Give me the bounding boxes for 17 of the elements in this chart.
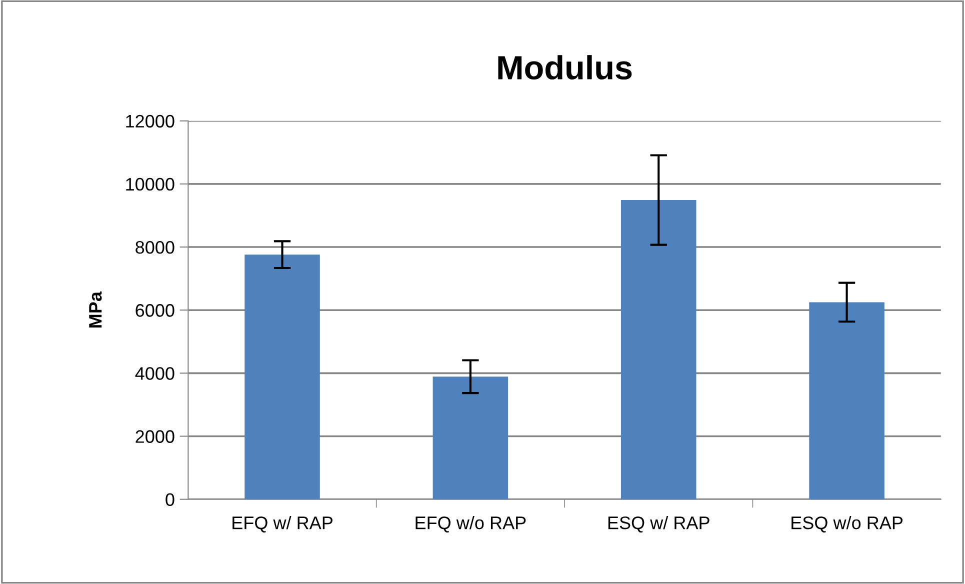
bar bbox=[620, 200, 696, 500]
y-tick-label: 12000 bbox=[126, 114, 174, 128]
bar bbox=[432, 376, 508, 500]
x-tick-label: EFQ w/ RAP bbox=[232, 516, 332, 532]
x-tick-label: ESQ w/ RAP bbox=[608, 516, 710, 532]
y-tick-label: 0 bbox=[166, 493, 174, 506]
y-axis-title: MPa bbox=[89, 291, 102, 328]
chart-title: Modulus bbox=[498, 55, 632, 80]
y-tick-label: 6000 bbox=[136, 304, 174, 317]
bar bbox=[809, 302, 884, 500]
y-tick-label: 4000 bbox=[135, 367, 174, 380]
x-tick-label: EFQ w/o RAP bbox=[416, 516, 526, 532]
bar bbox=[244, 254, 320, 500]
y-tick-label: 2000 bbox=[136, 430, 174, 443]
y-tick-label: 10000 bbox=[126, 178, 174, 191]
y-tick-label: 8000 bbox=[136, 240, 174, 254]
x-tick-label: ESQ w/o RAP bbox=[792, 516, 903, 532]
